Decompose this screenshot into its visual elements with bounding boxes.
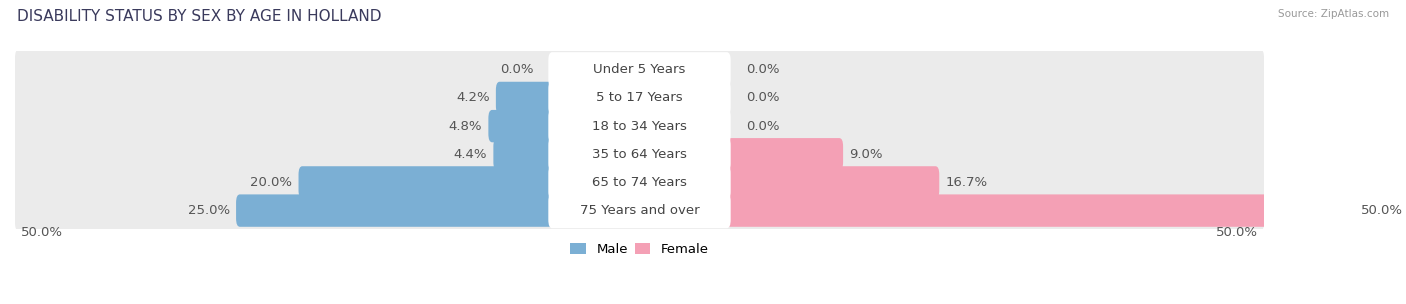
FancyBboxPatch shape (15, 78, 1264, 118)
FancyBboxPatch shape (548, 193, 731, 228)
FancyBboxPatch shape (548, 165, 731, 200)
Text: 65 to 74 Years: 65 to 74 Years (592, 176, 688, 189)
Text: Under 5 Years: Under 5 Years (593, 63, 686, 76)
FancyBboxPatch shape (723, 166, 939, 199)
Text: 0.0%: 0.0% (745, 92, 779, 105)
FancyBboxPatch shape (298, 166, 555, 199)
Text: 75 Years and over: 75 Years and over (579, 204, 699, 217)
Text: 0.0%: 0.0% (501, 63, 533, 76)
FancyBboxPatch shape (548, 80, 731, 116)
Text: 4.2%: 4.2% (456, 92, 489, 105)
Text: 18 to 34 Years: 18 to 34 Years (592, 119, 688, 133)
FancyBboxPatch shape (15, 106, 1264, 147)
Text: 5 to 17 Years: 5 to 17 Years (596, 92, 683, 105)
FancyBboxPatch shape (723, 194, 1355, 227)
Text: Source: ZipAtlas.com: Source: ZipAtlas.com (1278, 9, 1389, 19)
FancyBboxPatch shape (15, 134, 1264, 175)
FancyBboxPatch shape (15, 190, 1264, 231)
FancyBboxPatch shape (494, 138, 555, 171)
Text: 35 to 64 Years: 35 to 64 Years (592, 148, 688, 161)
FancyBboxPatch shape (548, 137, 731, 172)
FancyBboxPatch shape (236, 194, 555, 227)
Text: 50.0%: 50.0% (1216, 226, 1258, 239)
Text: 4.4%: 4.4% (454, 148, 486, 161)
FancyBboxPatch shape (548, 109, 731, 144)
FancyBboxPatch shape (496, 82, 555, 114)
Text: DISABILITY STATUS BY SEX BY AGE IN HOLLAND: DISABILITY STATUS BY SEX BY AGE IN HOLLA… (17, 9, 381, 24)
Text: 4.8%: 4.8% (449, 119, 482, 133)
FancyBboxPatch shape (15, 49, 1264, 90)
FancyBboxPatch shape (723, 138, 844, 171)
Text: 16.7%: 16.7% (945, 176, 987, 189)
Text: 0.0%: 0.0% (745, 119, 779, 133)
Text: 25.0%: 25.0% (188, 204, 229, 217)
Legend: Male, Female: Male, Female (565, 238, 714, 261)
Text: 0.0%: 0.0% (745, 63, 779, 76)
FancyBboxPatch shape (488, 110, 555, 142)
Text: 50.0%: 50.0% (1361, 204, 1403, 217)
Text: 9.0%: 9.0% (849, 148, 883, 161)
Text: 50.0%: 50.0% (21, 226, 63, 239)
FancyBboxPatch shape (15, 162, 1264, 203)
FancyBboxPatch shape (548, 52, 731, 87)
Text: 20.0%: 20.0% (250, 176, 292, 189)
